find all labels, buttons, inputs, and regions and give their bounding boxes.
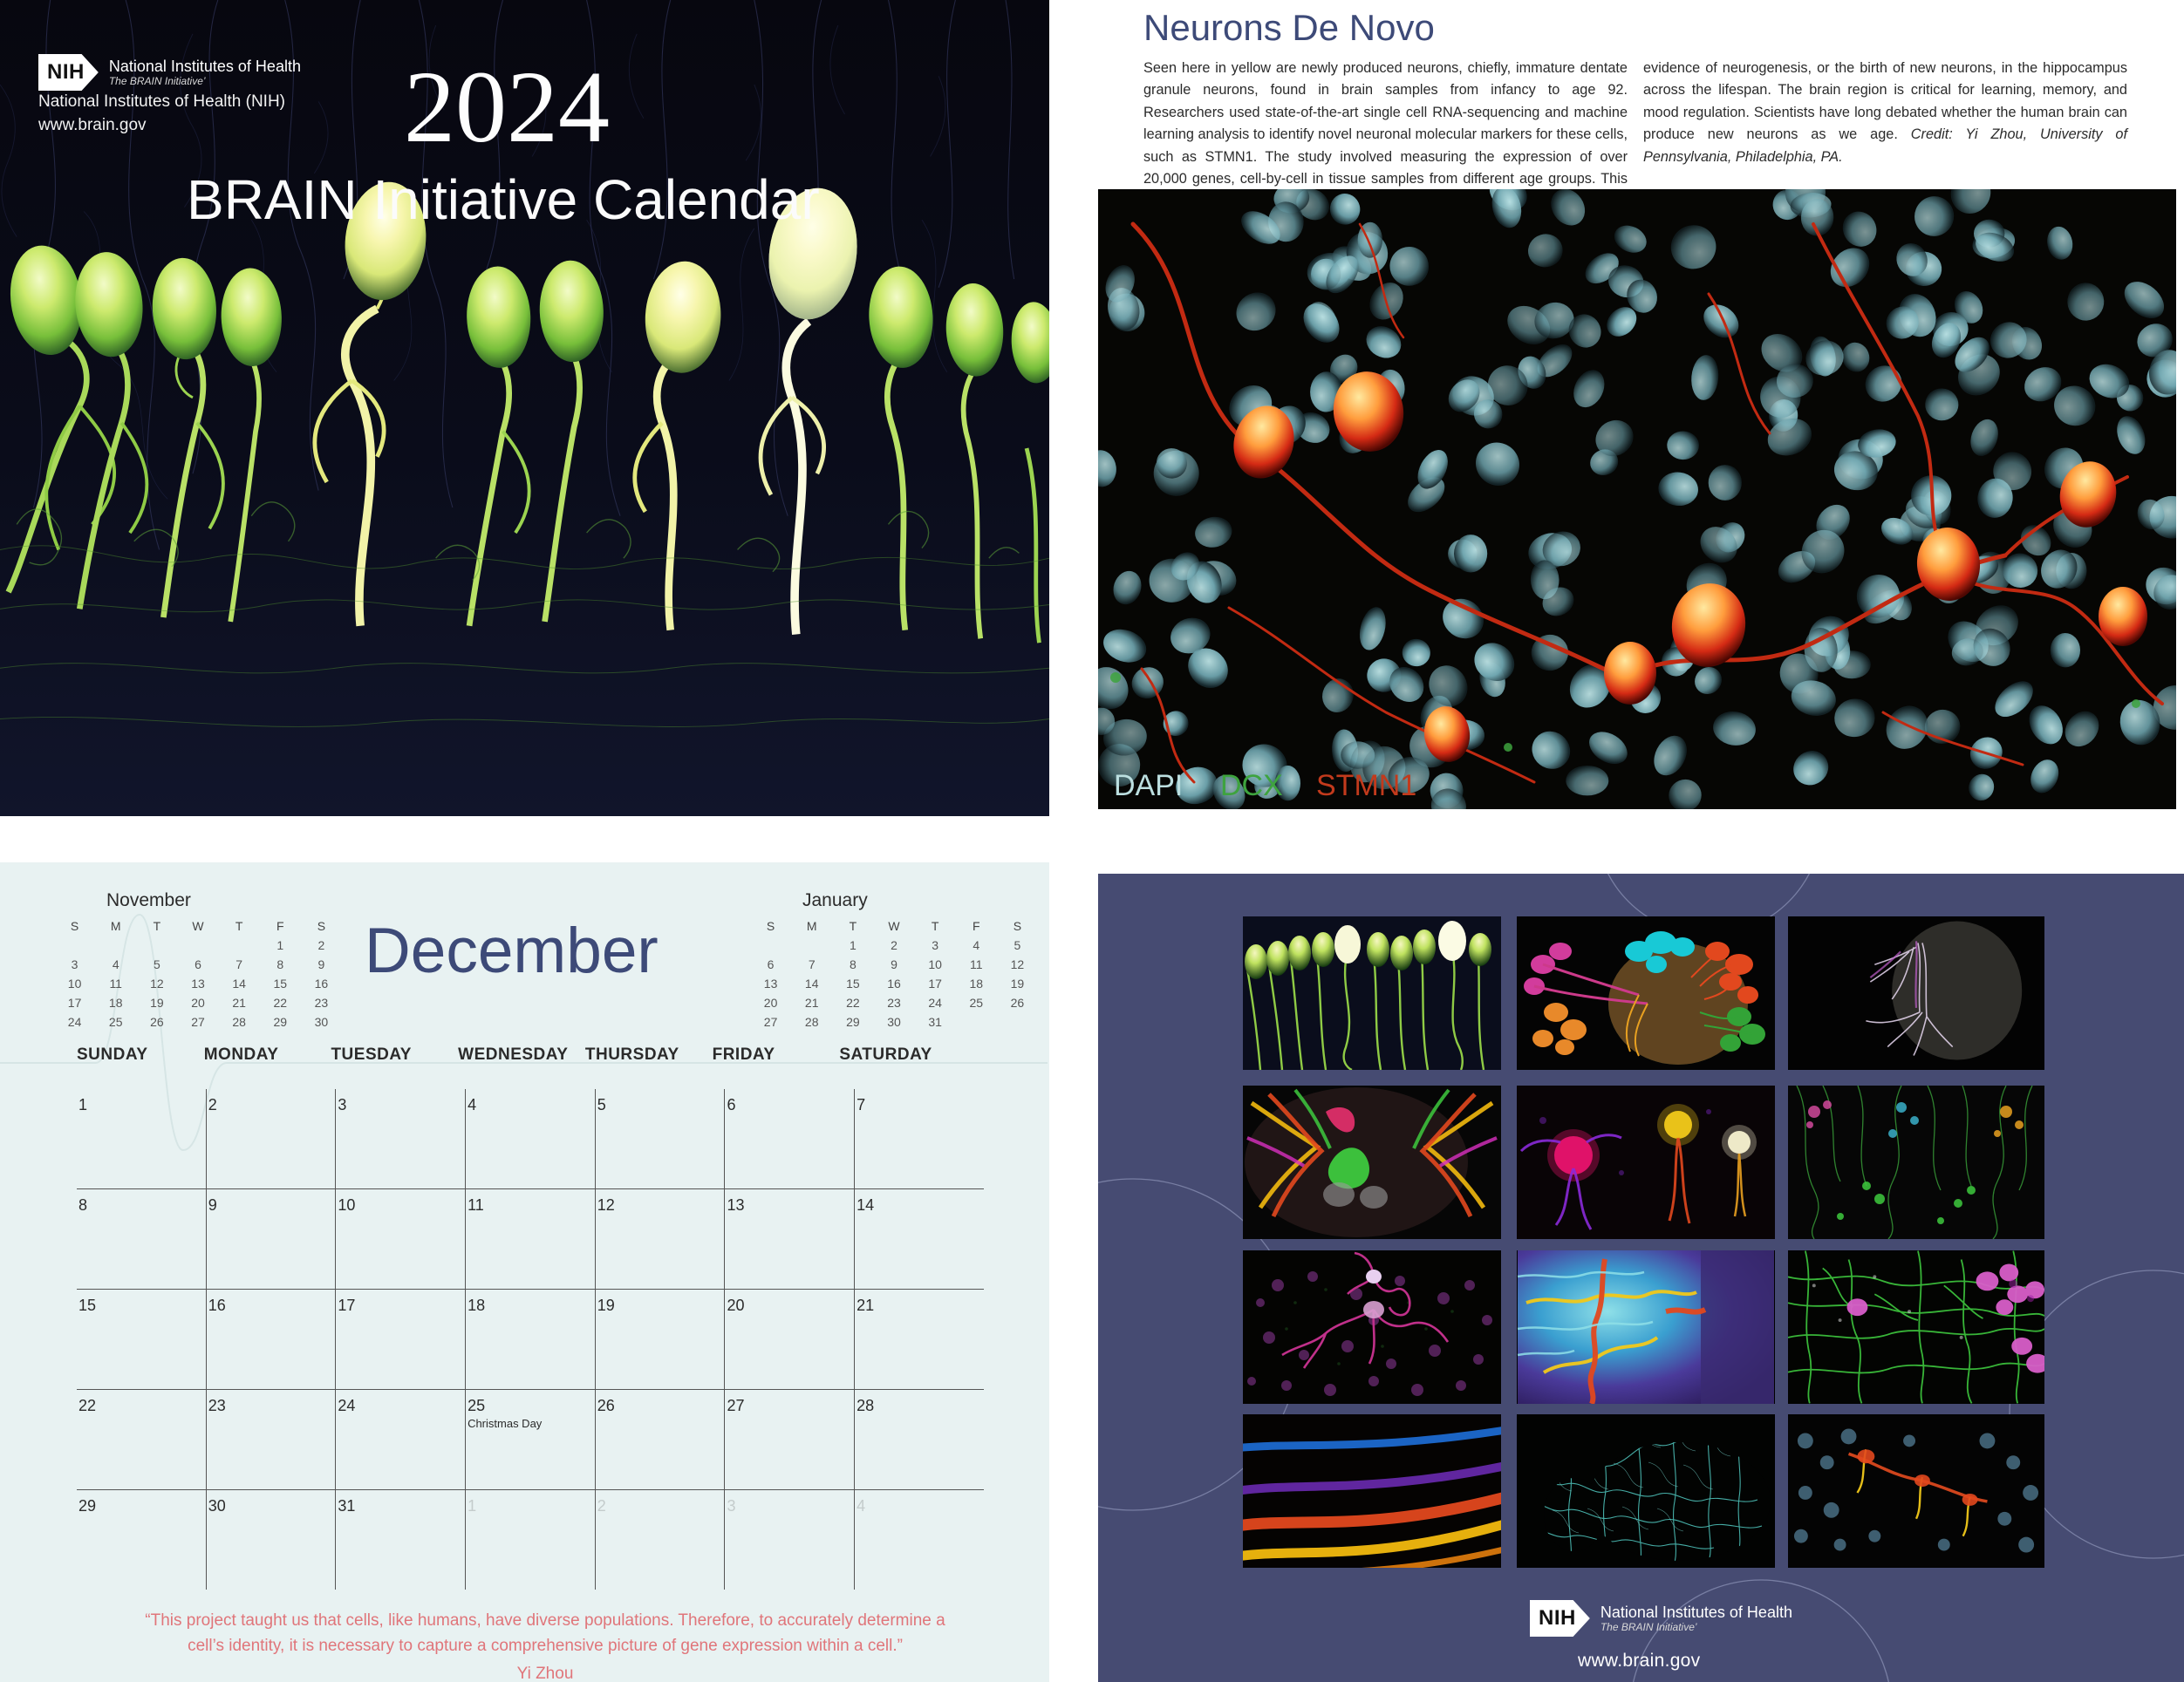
svg-text:DAPI: DAPI: [1114, 769, 1183, 802]
svg-text:DCX: DCX: [1220, 769, 1283, 802]
svg-text:STMN1: STMN1: [1316, 769, 1416, 802]
